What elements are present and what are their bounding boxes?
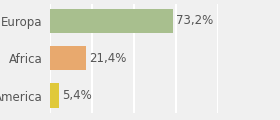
Text: 73,2%: 73,2% (176, 14, 213, 27)
Bar (50, 84, 59, 108)
Bar (50, 46, 86, 70)
Text: 21,4%: 21,4% (89, 52, 126, 65)
Bar (50, 9, 173, 33)
Text: 5,4%: 5,4% (62, 89, 92, 102)
